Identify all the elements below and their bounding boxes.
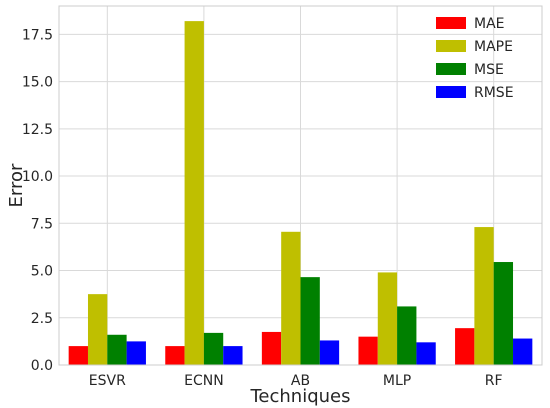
bar-mse-mlp xyxy=(397,306,417,365)
bar-mape-mlp xyxy=(377,272,398,365)
y-tick-label: 10.0 xyxy=(22,169,53,185)
bar-rmse-ab xyxy=(319,340,340,365)
x-tick-label: MLP xyxy=(383,373,411,389)
x-tick-label: RF xyxy=(485,373,503,389)
bar-mae-esvr xyxy=(68,346,88,365)
legend-label-mae: MAE xyxy=(474,16,505,32)
legend-swatch-mape xyxy=(436,40,466,52)
x-tick-label: ECNN xyxy=(184,373,224,389)
bar-rmse-rf xyxy=(513,338,533,365)
y-tick-label: 7.5 xyxy=(31,216,53,232)
bar-mse-esvr xyxy=(107,334,127,365)
legend: MAE MAPE MSE RMSE xyxy=(436,16,514,101)
bar-mape-ecnn xyxy=(184,21,204,366)
legend-label-rmse: RMSE xyxy=(474,85,514,101)
y-tick-label: 12.5 xyxy=(22,122,53,138)
y-tick-label: 17.5 xyxy=(22,27,53,43)
y-tick-label: 5.0 xyxy=(31,264,53,280)
x-tick-label: AB xyxy=(291,373,310,389)
bar-rmse-mlp xyxy=(416,342,436,365)
y-axis-label: Error xyxy=(6,163,27,207)
x-axis-ticks: ESVR ECNN AB MLP RF xyxy=(89,373,503,389)
legend-label-mape: MAPE xyxy=(474,39,513,55)
bar-rmse-esvr xyxy=(126,341,146,365)
y-axis-ticks: 0.0 2.5 5.0 7.5 10.0 12.5 15.0 17.5 xyxy=(22,27,53,374)
bar-mae-rf xyxy=(455,328,475,365)
bar-mape-esvr xyxy=(87,294,108,365)
y-tick-label: 2.5 xyxy=(31,311,53,327)
x-tick-label: ESVR xyxy=(89,373,126,389)
bar-mae-ab xyxy=(261,331,282,365)
bar-rmse-ecnn xyxy=(223,346,243,365)
bar-mae-mlp xyxy=(358,336,378,365)
bar-mape-rf xyxy=(474,227,494,365)
bar-mae-ecnn xyxy=(165,346,185,365)
legend-label-mse: MSE xyxy=(474,62,504,78)
bars xyxy=(68,21,533,366)
bar-mse-rf xyxy=(493,262,514,365)
legend-swatch-mae xyxy=(436,17,466,29)
y-tick-label: 15.0 xyxy=(22,75,53,91)
x-axis-label: Techniques xyxy=(249,386,350,407)
bar-mse-ab xyxy=(300,277,320,365)
plot-frame xyxy=(58,5,543,366)
bar-mse-ecnn xyxy=(203,332,224,365)
legend-swatch-rmse xyxy=(436,86,466,98)
bar-mape-ab xyxy=(281,231,301,365)
y-tick-label: 0.0 xyxy=(31,358,53,374)
legend-swatch-mse xyxy=(436,63,466,75)
